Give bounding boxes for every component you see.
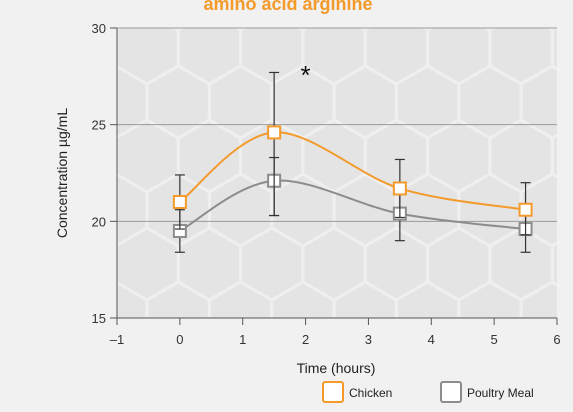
legend-label-poultry-meal: Poultry Meal <box>467 386 534 400</box>
y-tick-label: 15 <box>92 311 106 326</box>
chicken-line <box>179 131 526 211</box>
chicken-point <box>172 195 187 209</box>
y-tick-label: 20 <box>92 214 106 229</box>
x-axis-label: Time (hours) <box>297 360 376 376</box>
background-hexagon <box>550 28 557 71</box>
chart-title: amino acid arginine <box>203 0 372 14</box>
x-tick-label: 3 <box>365 332 372 347</box>
x-tick-label: 4 <box>428 332 435 347</box>
background-hexagon <box>550 133 557 179</box>
x-tick-label: 2 <box>302 332 309 347</box>
x-tick-label: 6 <box>553 332 560 347</box>
significance-asterisk: * <box>301 60 311 90</box>
x-tick-label: 5 <box>491 332 498 347</box>
y-axis-label: Concentration µg/mL <box>54 108 70 238</box>
legend-swatch-poultry-meal <box>440 381 462 403</box>
chicken-point <box>392 181 407 196</box>
background-hexagon <box>519 280 557 318</box>
plot-area <box>117 28 557 318</box>
legend-swatch-chicken <box>322 381 344 403</box>
x-tick-label: 0 <box>176 332 183 347</box>
chicken-point <box>267 125 282 140</box>
y-tick-label: 30 <box>92 21 106 36</box>
y-tick-label: 25 <box>92 118 106 133</box>
x-tick-label: 1 <box>239 332 246 347</box>
background-hex-pattern <box>117 28 557 318</box>
chicken-point <box>518 202 533 217</box>
legend-label-chicken: Chicken <box>349 386 392 400</box>
poultry-meal-line <box>179 179 526 232</box>
x-tick-label: –1 <box>110 332 124 347</box>
background-hexagon <box>550 241 557 287</box>
